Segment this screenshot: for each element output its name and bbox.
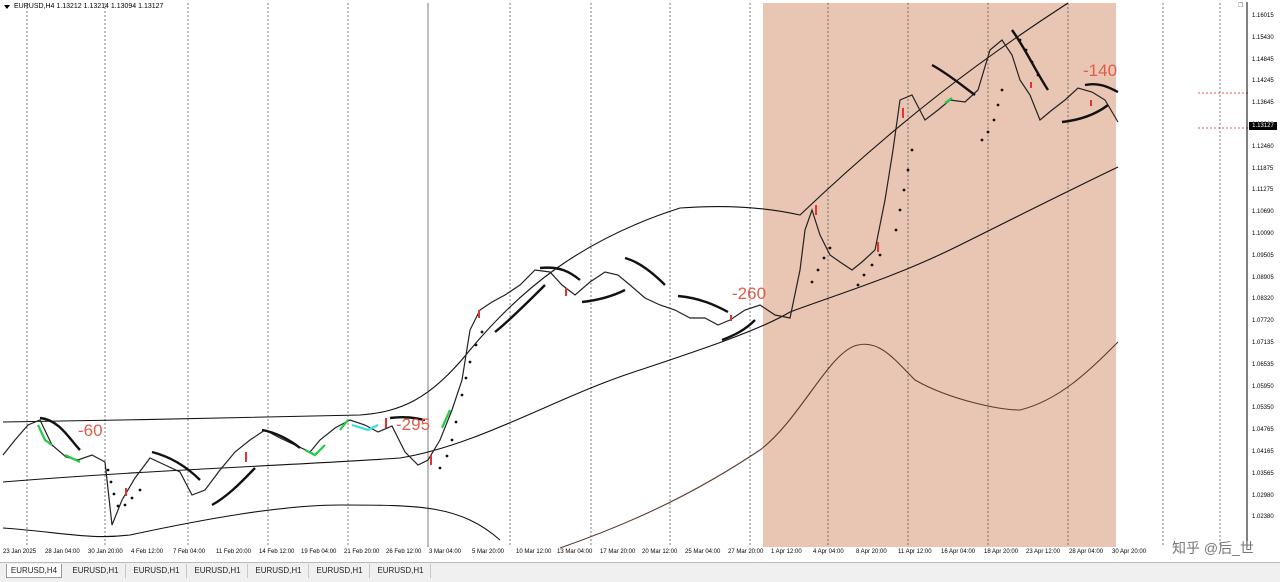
date-axis-label: 11 Feb 20:00 bbox=[216, 549, 251, 555]
price-axis-label: 1.03565 bbox=[1252, 470, 1274, 477]
annotation-label: -295 bbox=[396, 415, 431, 434]
date-axis-label: 7 Feb 04:00 bbox=[173, 549, 206, 555]
lower-band-2 bbox=[559, 341, 1119, 549]
tab-eurusd-h1[interactable]: EURUSD,H1 bbox=[249, 564, 309, 578]
date-axis-label: 5 Mar 20:00 bbox=[472, 549, 505, 555]
window-restore-icon[interactable]: ❐ bbox=[1238, 3, 1244, 9]
date-axis-label: 4 Feb 12:00 bbox=[131, 549, 164, 555]
red-candles bbox=[125, 82, 1092, 496]
date-axis-label: 8 Apr 20:00 bbox=[856, 549, 887, 555]
date-axis-label: 13 Mar 04:00 bbox=[557, 549, 593, 555]
price-axis-label: 1.04165 bbox=[1252, 449, 1274, 455]
price-axis-label: 1.05950 bbox=[1252, 383, 1274, 390]
lower-band bbox=[2, 504, 501, 541]
date-axis-label: 26 Feb 12:00 bbox=[386, 549, 422, 555]
annotation-label: -260 bbox=[732, 284, 767, 303]
date-axis-label: 11 Apr 12:00 bbox=[898, 549, 932, 555]
cyan-segments bbox=[351, 423, 379, 432]
date-axis-label: 16 Apr 04:00 bbox=[941, 549, 976, 555]
middle-band bbox=[2, 166, 1119, 483]
date-axis-label: 25 Mar 04:00 bbox=[685, 549, 721, 555]
price-axis-label: 1.10690 bbox=[1252, 209, 1274, 216]
indicator-arcs bbox=[39, 29, 1119, 507]
price-line bbox=[2, 39, 1119, 526]
price-axis-label: 1.10090 bbox=[1252, 231, 1274, 237]
date-axis-label: 28 Jan 04:00 bbox=[45, 549, 80, 555]
price-axis-label: 1.02980 bbox=[1252, 492, 1274, 499]
price-axis-label: 1.08320 bbox=[1252, 296, 1274, 303]
tab-eurusd-h1[interactable]: EURUSD,H1 bbox=[188, 564, 248, 578]
price-axis-label: 1.07720 bbox=[1252, 318, 1274, 325]
period-separators bbox=[26, 3, 1221, 547]
date-axis-label: 30 Apr 20:00 bbox=[1112, 549, 1147, 555]
price-axis-label: 1.16015 bbox=[1252, 13, 1274, 19]
price-axis-label: 1.07135 bbox=[1252, 340, 1274, 346]
tab-eurusd-h1[interactable]: EURUSD,H1 bbox=[127, 564, 187, 578]
price-axis-label: 1.05350 bbox=[1252, 405, 1274, 412]
level-lines bbox=[1198, 92, 1248, 129]
date-axis-label: 20 Mar 12:00 bbox=[642, 549, 678, 555]
green-segments bbox=[37, 97, 953, 463]
price-axis-label: 1.11275 bbox=[1252, 187, 1274, 194]
price-axis-label: 1.02380 bbox=[1252, 514, 1274, 521]
chart-window[interactable]: EURUSD,H4 1.13212 1.13214 1.13094 1.1312… bbox=[0, 0, 1280, 562]
date-axis-label: 23 Apr 12:00 bbox=[1026, 549, 1061, 555]
date-axis-label: 30 Jan 20:00 bbox=[88, 549, 123, 555]
date-axis-label: 18 Apr 20:00 bbox=[984, 549, 1019, 555]
date-axis-label: 4 Apr 04:00 bbox=[813, 549, 844, 555]
highlight-region bbox=[763, 3, 1116, 547]
date-axis-label: 10 Mar 12:00 bbox=[516, 549, 552, 555]
price-axis-label: 1.14845 bbox=[1252, 56, 1274, 63]
date-axis-label: 17 Mar 20:00 bbox=[600, 549, 636, 555]
symbol-menu-icon[interactable] bbox=[4, 5, 10, 9]
tab-eurusd-h1[interactable]: EURUSD,H1 bbox=[371, 564, 431, 578]
price-axis-label: 1.13645 bbox=[1252, 100, 1274, 107]
chart-tab-bar: EURUSD,H4 EURUSD,H1 EURUSD,H1 EURUSD,H1 … bbox=[0, 562, 1280, 582]
date-axis-label: 27 Mar 20:00 bbox=[728, 549, 764, 555]
tab-eurusd-h4[interactable]: EURUSD,H4 bbox=[6, 564, 62, 578]
price-axis-label: 1.04765 bbox=[1252, 427, 1274, 434]
chart-title: EURUSD,H4 1.13212 1.13214 1.13094 1.1312… bbox=[14, 3, 164, 10]
price-axis-label: 1.15430 bbox=[1252, 34, 1274, 41]
annotation-label: -60 bbox=[78, 421, 103, 440]
date-axis-label: 21 Feb 20:00 bbox=[344, 549, 380, 555]
price-axis-label: 1.08905 bbox=[1252, 274, 1274, 281]
date-axis-label: 19 Feb 04:00 bbox=[301, 549, 337, 555]
tab-eurusd-h1[interactable]: EURUSD,H1 bbox=[310, 564, 370, 578]
date-axis-label: 28 Apr 04:00 bbox=[1069, 549, 1104, 555]
price-chart[interactable] bbox=[0, 0, 1280, 562]
current-price-label: 1.13127 bbox=[1249, 122, 1277, 130]
price-axis-label: 1.14245 bbox=[1252, 78, 1274, 85]
annotation-label: -140 bbox=[1083, 61, 1118, 80]
date-axis-label: 14 Feb 12:00 bbox=[259, 549, 295, 555]
watermark: 知乎 @后_世 bbox=[1172, 540, 1254, 556]
price-axis-label: 1.12460 bbox=[1252, 143, 1274, 150]
price-axis-label: 1.09505 bbox=[1252, 252, 1274, 259]
date-axis-label: 3 Mar 04:00 bbox=[429, 549, 462, 555]
date-axis-label: 1 Apr 12:00 bbox=[771, 549, 802, 555]
date-axis-label: 23 Jan 2025 bbox=[3, 549, 37, 555]
tab-eurusd-h1[interactable]: EURUSD,H1 bbox=[66, 564, 126, 578]
price-axis-label: 1.06535 bbox=[1252, 361, 1274, 368]
price-axis-label: 1.11875 bbox=[1252, 165, 1274, 172]
